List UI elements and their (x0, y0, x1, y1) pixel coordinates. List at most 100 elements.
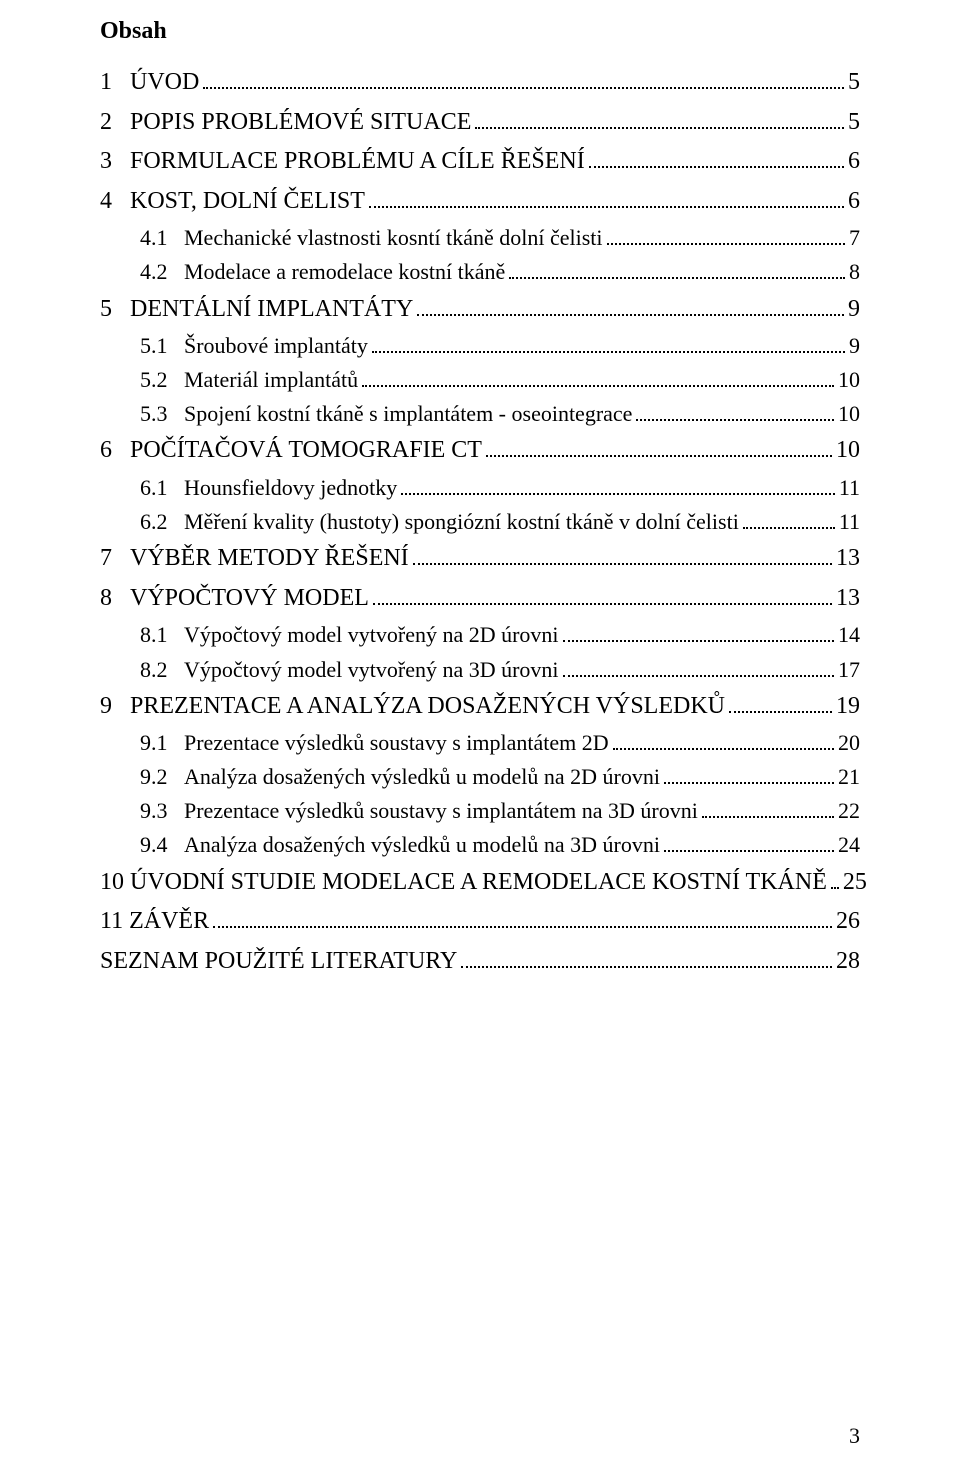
page-number: 3 (849, 1423, 860, 1449)
toc-entry-title: Měření kvality (hustoty) spongiózní kost… (184, 505, 739, 539)
toc-entry-title: KOST, DOLNÍ ČELIST (130, 182, 365, 222)
toc-entry-page: 11 (839, 471, 860, 505)
toc-entry-number: 4.2 (140, 255, 168, 289)
toc-entry-title: FORMULACE PROBLÉMU A CÍLE ŘEŠENÍ (130, 142, 585, 182)
toc-entry: 11 ZÁVĚR 26 (100, 902, 860, 942)
toc-entry: 10 ÚVODNÍ STUDIE MODELACE A REMODELACE K… (100, 863, 860, 903)
toc-leader-dots (664, 833, 834, 853)
toc-entry-title: POČÍTAČOVÁ TOMOGRAFIE CT (130, 431, 482, 471)
toc-leader-dots (563, 657, 834, 677)
toc-entry-page: 9 (849, 329, 860, 363)
toc-leader-dots (486, 436, 832, 457)
toc-leader-dots (413, 544, 832, 565)
toc-entry-title: Hounsfieldovy jednotky (184, 471, 397, 505)
toc-entry: 9.4 Analýza dosažených výsledků u modelů… (100, 828, 860, 862)
toc-entry-title: Spojení kostní tkáně s implantátem - ose… (184, 397, 632, 431)
toc-leader-dots (636, 402, 834, 422)
toc-entry-title: Analýza dosažených výsledků u modelů na … (184, 760, 660, 794)
toc-entry-number: 4 (100, 182, 112, 222)
toc-entry-title: VÝBĚR METODY ŘEŠENÍ (130, 539, 409, 579)
toc-entry: 8.1 Výpočtový model vytvořený na 2D úrov… (100, 618, 860, 652)
toc-entry-title: VÝPOČTOVÝ MODEL (130, 579, 369, 619)
toc-leader-dots (664, 765, 834, 785)
toc-entry-number: 4.1 (140, 221, 168, 255)
document-page: Obsah 1 ÚVOD 5 2 POPIS PROBLÉMOVÉ SITUAC… (0, 0, 960, 1479)
toc-leader-dots (203, 68, 844, 89)
toc-entry: 3 FORMULACE PROBLÉMU A CÍLE ŘEŠENÍ 6 (100, 142, 860, 182)
toc-entry-page: 21 (838, 760, 860, 794)
toc-entry-number: 5.3 (140, 397, 168, 431)
toc-entry-number: 3 (100, 142, 112, 182)
toc-entry-number: 6 (100, 431, 112, 471)
toc-entry: 9 PREZENTACE A ANALÝZA DOSAŽENÝCH VÝSLED… (100, 687, 860, 727)
toc-entry-title: POPIS PROBLÉMOVÉ SITUACE (130, 103, 471, 143)
toc-entry: 5 DENTÁLNÍ IMPLANTÁTY 9 (100, 290, 860, 330)
toc-entry-title: ZÁVĚR (129, 902, 209, 942)
toc-entry-page: 19 (836, 687, 860, 727)
toc-leader-dots (461, 947, 832, 968)
toc-entry-title: ÚVOD (130, 63, 199, 103)
toc-leader-dots (417, 294, 844, 315)
toc-entry-title: Výpočtový model vytvořený na 3D úrovni (184, 653, 559, 687)
toc-entry-page: 10 (836, 431, 860, 471)
toc-leader-dots (372, 334, 845, 354)
toc-leader-dots (213, 907, 832, 928)
toc-entry-title: Prezentace výsledků soustavy s implantát… (184, 794, 698, 828)
toc-entry-title: Mechanické vlastnosti kosntí tkáně dolní… (184, 221, 603, 255)
toc-entry: 5.2 Materiál implantátů 10 (100, 363, 860, 397)
toc-entry: 9.1 Prezentace výsledků soustavy s impla… (100, 726, 860, 760)
toc-entry-page: 5 (848, 103, 860, 143)
toc-entry: 9.2 Analýza dosažených výsledků u modelů… (100, 760, 860, 794)
toc-entry-title: Šroubové implantáty (184, 329, 368, 363)
toc-entry: 6 POČÍTAČOVÁ TOMOGRAFIE CT 10 (100, 431, 860, 471)
toc-entry-page: 13 (836, 539, 860, 579)
toc-entry-number: 11 (100, 902, 123, 942)
toc-entry-page: 5 (848, 63, 860, 103)
toc-entry-page: 28 (836, 942, 860, 982)
toc-leader-dots (401, 475, 835, 495)
toc-leader-dots (607, 226, 845, 246)
toc-entry-title: Výpočtový model vytvořený na 2D úrovni (184, 618, 559, 652)
toc-entry: SEZNAM POUŽITÉ LITERATURY 28 (100, 942, 860, 982)
toc-leader-dots (563, 623, 834, 643)
toc-entry-page: 20 (838, 726, 860, 760)
toc-list: 1 ÚVOD 5 2 POPIS PROBLÉMOVÉ SITUACE 5 3 … (100, 63, 860, 981)
toc-entry-page: 6 (848, 142, 860, 182)
toc-entry-page: 13 (836, 579, 860, 619)
toc-entry: 1 ÚVOD 5 (100, 63, 860, 103)
toc-entry: 8.2 Výpočtový model vytvořený na 3D úrov… (100, 653, 860, 687)
toc-entry-page: 10 (838, 397, 860, 431)
toc-entry-number: 10 (100, 863, 124, 903)
toc-entry-page: 24 (838, 828, 860, 862)
toc-leader-dots (509, 260, 845, 280)
toc-leader-dots (369, 187, 844, 208)
toc-leader-dots (743, 510, 835, 530)
toc-leader-dots (373, 584, 832, 605)
toc-leader-dots (362, 368, 834, 388)
toc-entry: 6.1 Hounsfieldovy jednotky 11 (100, 471, 860, 505)
toc-leader-dots (831, 867, 839, 888)
toc-entry-number: 8.2 (140, 653, 168, 687)
toc-entry: 9.3 Prezentace výsledků soustavy s impla… (100, 794, 860, 828)
toc-entry: 4.1 Mechanické vlastnosti kosntí tkáně d… (100, 221, 860, 255)
toc-entry-page: 8 (849, 255, 860, 289)
toc-entry: 7 VÝBĚR METODY ŘEŠENÍ 13 (100, 539, 860, 579)
toc-entry-number: 2 (100, 103, 112, 143)
toc-entry: 2 POPIS PROBLÉMOVÉ SITUACE 5 (100, 103, 860, 143)
toc-entry-title: Modelace a remodelace kostní tkáně (184, 255, 505, 289)
toc-entry-number: 9.3 (140, 794, 168, 828)
toc-heading: Obsah (100, 18, 860, 45)
toc-entry-title: Analýza dosažených výsledků u modelů na … (184, 828, 660, 862)
toc-leader-dots (475, 107, 844, 128)
toc-leader-dots (613, 731, 834, 751)
toc-entry-title: Materiál implantátů (184, 363, 358, 397)
toc-entry-number: 5.2 (140, 363, 168, 397)
toc-entry-page: 9 (848, 290, 860, 330)
toc-entry-page: 22 (838, 794, 860, 828)
toc-entry-number: 6.2 (140, 505, 168, 539)
toc-entry: 8 VÝPOČTOVÝ MODEL 13 (100, 579, 860, 619)
toc-entry: 5.1 Šroubové implantáty 9 (100, 329, 860, 363)
toc-entry-page: 17 (838, 653, 860, 687)
toc-entry-number: 9.2 (140, 760, 168, 794)
toc-leader-dots (589, 147, 844, 168)
